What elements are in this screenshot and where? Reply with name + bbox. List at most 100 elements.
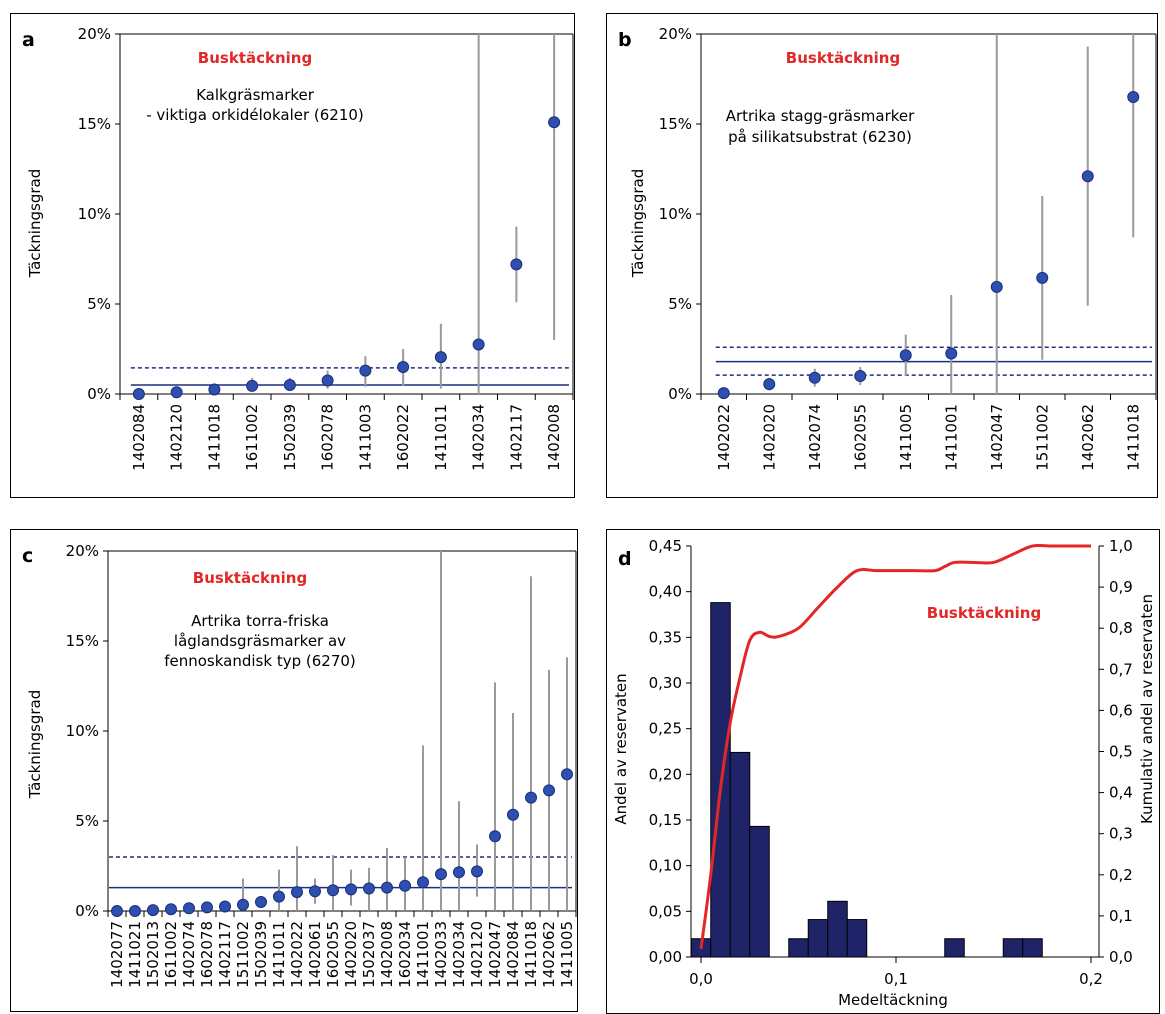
x-tick-label: 1602078 — [319, 404, 337, 471]
x-tick-label: 1411018 — [1124, 404, 1142, 471]
x-tick-label: 1411011 — [432, 404, 450, 471]
x-tick-label: 1602034 — [396, 921, 414, 988]
x-tick-label: 1502039 — [252, 921, 270, 988]
x-tick-label: 1402120 — [168, 404, 186, 471]
y-axis-label: Täckningsgrad — [26, 690, 44, 799]
data-point — [246, 379, 259, 392]
data-point — [990, 280, 1003, 293]
plot-area: 0% 5% 10% 15% 20% 1402022 1402020 1402074 160205… — [659, 25, 1157, 471]
x-tick-label: 1602022 — [394, 404, 412, 471]
data-point — [717, 387, 730, 400]
annotation-line-1: Kalkgräsmarker — [196, 86, 315, 104]
x-tick-label: 1611002 — [162, 921, 180, 988]
x-tick-label: 1411005 — [558, 921, 576, 988]
x-tick-label: 1402008 — [378, 921, 396, 988]
chart-title: Busktäckning — [927, 604, 1041, 622]
data-point — [434, 351, 447, 364]
panel-frame — [606, 13, 1158, 498]
x-tick-label: 1411001 — [942, 404, 960, 471]
chart-title: Busktäckning — [193, 569, 307, 587]
y-tick-label: 15% — [78, 115, 111, 133]
x-tick-label: 1411011 — [270, 921, 288, 988]
panel-letter: a — [22, 29, 35, 51]
x-tick-label: 1402022 — [715, 404, 733, 471]
panel-letter: d — [618, 548, 632, 570]
histogram-bar — [827, 900, 848, 958]
data-point — [183, 902, 195, 915]
data-point — [471, 865, 483, 878]
y-tick-label: 20% — [66, 542, 99, 560]
plot-area: 0,00 0,05 0,10 0,15 0,20 0,25 0,30 0,35 0,40 0,45… — [649, 537, 1133, 988]
x-tick-label: 1402033 — [432, 921, 450, 988]
y-tick-label-right: 0,2 — [1109, 866, 1133, 884]
annotation-line-2: på silikatsubstrat (6230) — [728, 128, 912, 146]
x-tick-label: 1402084 — [130, 404, 148, 471]
x-tick-label: 0,0 — [689, 970, 713, 988]
histogram-bar — [944, 938, 965, 958]
y-tick-label: 0,10 — [649, 857, 682, 875]
data-point — [548, 116, 561, 129]
y-axis-label: Andel av reservaten — [612, 673, 630, 824]
histogram-bar — [729, 751, 751, 958]
chart-panel-a: a Täckningsgrad Busktäckning Kalkgräsmar… — [10, 13, 575, 498]
x-tick-label: 1511002 — [1033, 404, 1051, 471]
y-tick-label-right: 0,6 — [1109, 701, 1133, 719]
y-tick-label: 0,40 — [649, 583, 682, 601]
chart-panel-d: d Andel av reservaten Kumulativ andel av… — [606, 529, 1160, 1014]
data-point — [808, 371, 821, 384]
data-point — [854, 370, 867, 382]
y-tick-label: 0,30 — [649, 674, 682, 692]
annotation-line-1: Artrika torra-friska — [191, 612, 329, 630]
y-tick-label: 0% — [668, 385, 692, 403]
x-tick-label: 1602078 — [198, 921, 216, 988]
x-tick-label: 1402047 — [988, 404, 1006, 471]
y-tick-label-right: 1,0 — [1109, 537, 1133, 555]
data-point — [147, 904, 159, 917]
x-tick-label: 1402117 — [507, 404, 525, 471]
annotation-line-1: Artrika stagg-gräsmarker — [726, 107, 915, 125]
y-tick-label: 20% — [659, 25, 692, 43]
x-tick-label: 1402020 — [342, 921, 360, 988]
panel-frame — [606, 529, 1160, 1014]
x-tick-label: 1402022 — [288, 921, 306, 988]
data-point — [1081, 170, 1094, 183]
y-tick-label: 5% — [87, 295, 111, 313]
x-tick-label: 1502013 — [144, 921, 162, 988]
y-tick-label: 5% — [668, 295, 692, 313]
x-tick-label: 1402034 — [450, 921, 468, 988]
data-point — [363, 882, 375, 895]
data-point — [397, 361, 410, 373]
y-tick-label: 15% — [66, 632, 99, 650]
x-tick-label: 1402008 — [545, 404, 563, 471]
x-tick-label: 0,2 — [1079, 970, 1103, 988]
x-tick-label: 1402074 — [806, 404, 824, 471]
y-tick-label-right: 0,5 — [1109, 743, 1133, 761]
x-tick-label: 0,1 — [884, 970, 908, 988]
data-point — [170, 386, 183, 399]
chart-panel-c: c Täckningsgrad Busktäckning Artrika tor… — [10, 529, 578, 1012]
x-tick-label: 1402020 — [760, 404, 778, 471]
histogram-bar — [788, 938, 809, 958]
x-tick-label: 1402120 — [468, 921, 486, 988]
x-tick-label: 1602055 — [851, 404, 869, 471]
data-point — [132, 388, 145, 400]
data-point — [899, 349, 912, 362]
x-tick-label: 1402117 — [216, 921, 234, 988]
x-tick-label: 1402061 — [306, 921, 324, 988]
annotation-line-2: - viktiga orkidélokaler (6210) — [146, 106, 364, 124]
y-tick-label: 0,15 — [649, 811, 682, 829]
data-point — [273, 890, 285, 903]
x-tick-label: 1402062 — [1079, 404, 1097, 471]
data-point — [291, 886, 303, 899]
data-point — [561, 768, 573, 781]
y-tick-label-right: 0,4 — [1109, 784, 1133, 802]
plot-area: 0% 5% 10% 15% 20% 1402077 1411021 1502013 161100… — [66, 542, 577, 988]
y-tick-label: 0% — [75, 902, 99, 920]
data-point — [345, 883, 357, 896]
data-point — [489, 830, 501, 843]
y-tick-label: 0,05 — [649, 902, 682, 920]
data-point — [321, 374, 334, 387]
annotation-line-3: fennoskandisk typ (6270) — [164, 652, 356, 670]
data-point — [219, 900, 231, 913]
histogram-bar — [749, 825, 770, 958]
